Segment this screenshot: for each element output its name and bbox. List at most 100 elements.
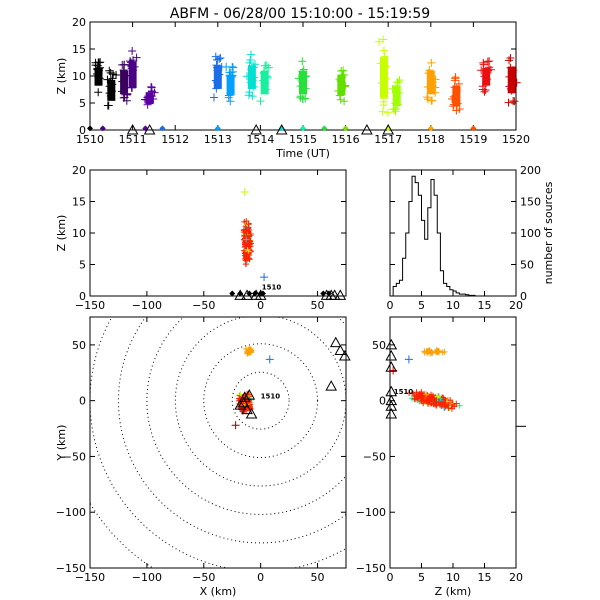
source-point: [150, 88, 159, 97]
plan-view-panel-frame: [89, 316, 347, 569]
source-point: [213, 66, 222, 75]
source-point: [431, 88, 440, 97]
source-point: [105, 82, 114, 91]
x-tick-label: 0: [387, 571, 394, 584]
source-point: [510, 97, 519, 106]
x-axis-label: Z (km): [435, 585, 472, 598]
x-axis-label: X (km): [200, 585, 237, 598]
source-point: [261, 85, 270, 94]
x-tick-label: 1518: [417, 133, 445, 146]
source-point: [225, 71, 234, 80]
source-point: [107, 87, 116, 96]
source-point: [226, 97, 235, 106]
source-point: [242, 243, 249, 250]
source-point: [126, 57, 135, 66]
y-tick-label: 50: [72, 339, 86, 352]
x-tick-label: −100: [132, 299, 162, 312]
cluster-core: [120, 70, 129, 95]
source-point: [106, 76, 115, 85]
source-point: [246, 78, 255, 87]
station-triangle: [243, 389, 256, 400]
ground-marker: [342, 125, 349, 132]
station-triangle: [241, 289, 253, 300]
source-point: [245, 221, 252, 228]
source-point: [91, 58, 100, 67]
x-tick-label: 1517: [374, 133, 402, 146]
source-point: [441, 401, 448, 408]
station-triangle: [385, 394, 398, 406]
y-tick-label: 0: [379, 395, 386, 408]
source-point: [379, 35, 388, 44]
x-tick-label: 10: [446, 299, 460, 312]
source-point: [213, 78, 222, 87]
ground-marker: [214, 125, 221, 132]
source-point: [375, 37, 384, 46]
source-point: [376, 59, 385, 68]
source-point: [226, 89, 235, 98]
x-tick-label: 0: [257, 571, 264, 584]
source-point: [423, 83, 432, 92]
source-point: [212, 61, 221, 70]
source-point: [256, 97, 265, 106]
x-tick-label: 1515: [289, 133, 317, 146]
source-point: [406, 389, 413, 396]
station-triangle: [361, 123, 373, 135]
y-tick-label: 10: [72, 227, 86, 240]
x-tick-label: −100: [132, 571, 162, 584]
x-tick-label: 0: [387, 299, 394, 312]
source-point: [395, 76, 404, 85]
x-tick-label: 1511: [119, 133, 147, 146]
source-point: [108, 74, 117, 83]
y-axis-label: number of sources: [542, 181, 555, 284]
source-point: [112, 70, 121, 79]
station-triangle: [254, 289, 267, 300]
ground-marker: [87, 125, 93, 132]
station-triangle: [385, 361, 398, 372]
source-point: [95, 74, 104, 83]
x-tick-label: 1510: [76, 133, 104, 146]
source-point: [480, 72, 489, 81]
source-point: [245, 88, 254, 97]
ground-marker: [321, 125, 328, 132]
station-triangle: [245, 408, 258, 419]
y-tick-label: 200: [520, 164, 541, 177]
source-point: [247, 65, 256, 74]
source-point: [94, 88, 103, 97]
source-point: [504, 98, 513, 107]
source-point: [431, 75, 440, 84]
source-point: [380, 52, 389, 61]
histogram-line: [390, 175, 516, 297]
source-point: [228, 63, 237, 72]
source-point: [336, 95, 345, 104]
range-ring: [203, 343, 319, 459]
source-point: [243, 235, 250, 242]
source-point: [417, 392, 424, 399]
source-point: [507, 86, 516, 95]
time-height-panel: 1510 1511 1512 1513 1514 1515 1516 1517 1518 1519…: [55, 16, 530, 160]
source-point: [147, 83, 156, 92]
x-tick-label: 20: [509, 571, 523, 584]
source-point: [246, 226, 253, 233]
source-point: [448, 95, 457, 104]
source-point: [341, 81, 350, 90]
station-triangle: [329, 336, 342, 348]
station-triangle: [382, 123, 395, 135]
source-point: [242, 261, 249, 268]
x-tick-label: 1512: [161, 133, 189, 146]
range-ring: [90, 502, 154, 568]
source-point: [222, 62, 231, 71]
source-point: [246, 50, 255, 59]
y-tick-label: 0: [79, 124, 86, 137]
source-point: [427, 58, 436, 67]
x-tick-label: −50: [192, 299, 215, 312]
source-point: [243, 218, 250, 225]
y-tick-label: 100: [520, 227, 541, 240]
source-point: [212, 84, 221, 93]
station-triangle: [126, 123, 139, 135]
x-height-panel-frame: [89, 169, 347, 297]
source-point: [244, 251, 251, 258]
y-axis-label: Z (km): [55, 58, 68, 95]
source-point: [381, 88, 390, 97]
source-point: [215, 54, 224, 63]
